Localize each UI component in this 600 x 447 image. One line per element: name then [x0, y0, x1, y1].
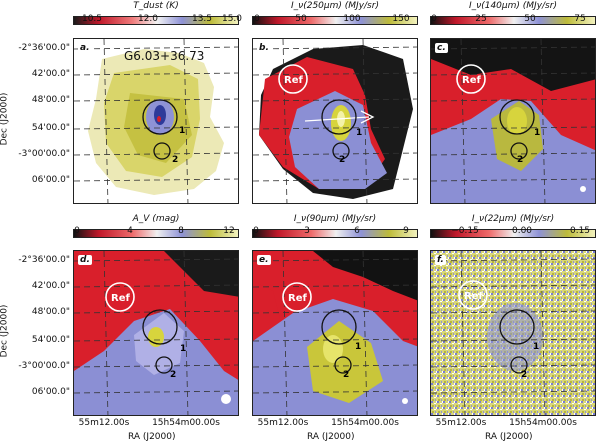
marker-2-e: 2 [343, 370, 349, 380]
dec-tick-r1-1: 42'00.0" [31, 69, 70, 79]
cbar-a-tick-0: 10.5 [81, 14, 103, 24]
cbar-b-tick-1: 50 [295, 14, 307, 24]
dec-tick-r2-5: 06'00.0" [31, 387, 70, 397]
cbar-c-tick-2: 50 [524, 14, 536, 24]
colorbar-c [430, 16, 596, 25]
ref-label-f: Ref [464, 291, 483, 302]
panel-label-d: d. [78, 255, 92, 265]
cbar-d-tick-0: 0 [74, 226, 80, 236]
cbar-a-tick-2: 13.5 [191, 14, 213, 24]
marker-2-b: 2 [339, 155, 345, 165]
ref-label-d: Ref [111, 293, 130, 304]
cbar-title-a: T_dust (K) [133, 1, 179, 11]
ra-tick-f-0: 55m12.00s [435, 418, 487, 428]
dec-tick-r1-4: -3°00'00.0" [18, 149, 70, 159]
ra-tick-e-1: 15h54m00.00s [331, 418, 399, 428]
xaxis-label-e: RA (J2000) [307, 432, 355, 442]
cbar-b-tick-2: 100 [343, 14, 361, 24]
panel-d-map: Ref 1 2 [74, 251, 238, 415]
dec-tick-r1-0: -2°36'00.0" [18, 43, 70, 53]
colorbar-b [252, 16, 418, 25]
ref-label-b: Ref [284, 75, 303, 86]
ra-tick-e-0: 55m12.00s [257, 418, 309, 428]
panel-b-map: Ref 1 2 [253, 39, 417, 203]
dec-tick-r1-2: 48'00.0" [31, 95, 70, 105]
panel-a-map: 1 2 [74, 39, 238, 203]
marker-2-f: 2 [521, 370, 527, 380]
colorbar-e [252, 229, 418, 238]
cbar-title-d: A_V (mag) [132, 214, 180, 224]
dec-tick-r1-5: 06'00.0" [31, 175, 70, 185]
colorbar-a [73, 16, 239, 25]
dec-tick-r2-1: 42'00.0" [31, 281, 70, 291]
panel-d: Ref 1 2 d. [73, 250, 239, 416]
marker-1-a: 1 [179, 126, 185, 136]
cbar-f-tick-1: 0.00 [511, 226, 533, 236]
yaxis-label-r1: Dec (J2000) [0, 92, 10, 146]
cbar-title-e: I_ν(90μm) (MJy/sr) [293, 214, 377, 224]
cbar-e-tick-1: 3 [304, 226, 310, 236]
cbar-b-tick-3: 150 [392, 14, 410, 24]
cbar-a-tick-1: 12.0 [137, 14, 159, 24]
panel-f: Ref 1 2 f. [430, 250, 596, 416]
cbar-a-tick-3: 15.0 [221, 14, 243, 24]
cbar-e-tick-2: 6 [354, 226, 360, 236]
xaxis-label-f: RA (J2000) [485, 432, 533, 442]
cbar-c-tick-1: 25 [475, 14, 487, 24]
ref-label-c: Ref [462, 75, 481, 86]
dec-tick-r1-3: 54'00.0" [31, 123, 70, 133]
dec-tick-r2-4: -3°00'00.0" [18, 361, 70, 371]
source-name: G6.03+36.73 [124, 49, 205, 63]
ra-tick-d-0: 55m12.00s [78, 418, 130, 428]
panel-c-map: Ref 1 2 [431, 39, 595, 203]
cbar-c-tick-3: 75 [574, 14, 586, 24]
dec-tick-r2-0: -2°36'00.0" [18, 255, 70, 265]
panel-f-map: Ref 1 2 [431, 251, 595, 415]
ref-label-e: Ref [288, 293, 307, 304]
cbar-title-f: I_ν(22μm) (MJy/sr) [471, 214, 555, 224]
cbar-b-tick-0: 0 [254, 14, 260, 24]
cbar-f-tick-0: −0.15 [451, 226, 479, 236]
colorbar-f [430, 229, 596, 238]
panel-c: Ref 1 2 c. [430, 38, 596, 204]
panel-label-f: f. [435, 255, 446, 265]
marker-2-d: 2 [170, 370, 176, 380]
panel-e-map: Ref 1 2 [253, 251, 417, 415]
marker-2-a: 2 [172, 155, 178, 165]
cbar-c-tick-0: 0 [431, 14, 437, 24]
cbar-title-c: I_ν(140μm) (MJy/sr) [469, 1, 557, 11]
cbar-d-tick-2: 8 [178, 226, 184, 236]
colorbar-d [73, 229, 239, 238]
marker-1-c: 1 [534, 128, 540, 138]
cbar-e-tick-3: 9 [403, 226, 409, 236]
panel-label-e: e. [257, 255, 271, 265]
panel-label-c: c. [435, 43, 448, 53]
cbar-d-tick-3: 12 [223, 226, 235, 236]
cbar-e-tick-0: 0 [253, 226, 259, 236]
cbar-title-b: I_ν(250μm) (MJy/sr) [291, 1, 379, 11]
yaxis-label-r2: Dec (J2000) [0, 304, 10, 358]
panel-label-a: a. [78, 43, 92, 53]
cbar-f-tick-2: 0.15 [569, 226, 591, 236]
marker-1-e: 1 [355, 342, 361, 352]
marker-1-f: 1 [533, 342, 539, 352]
panel-a: 1 2 a. G6.03+36.73 [73, 38, 239, 204]
cbar-d-tick-1: 4 [127, 226, 133, 236]
dec-tick-r2-3: 54'00.0" [31, 335, 70, 345]
panel-e: Ref 1 2 e. [252, 250, 418, 416]
ra-tick-d-1: 15h54m00.00s [152, 418, 220, 428]
ra-tick-f-1: 15h54m00.00s [509, 418, 577, 428]
marker-1-d: 1 [180, 344, 186, 354]
xaxis-label-d: RA (J2000) [128, 432, 176, 442]
marker-2-c: 2 [517, 155, 523, 165]
marker-1-b: 1 [356, 128, 362, 138]
panel-b: Ref 1 2 b. [252, 38, 418, 204]
panel-label-b: b. [257, 43, 271, 53]
dec-tick-r2-2: 48'00.0" [31, 307, 70, 317]
